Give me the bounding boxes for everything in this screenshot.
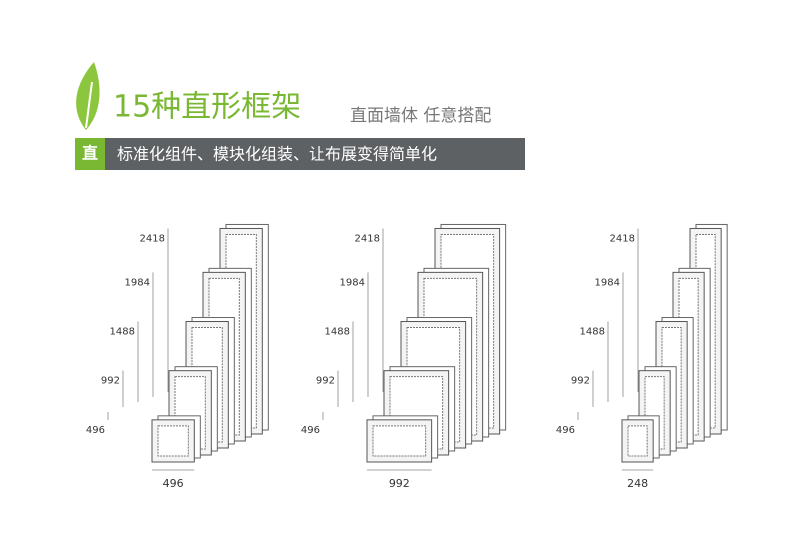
frame-inner — [627, 425, 648, 457]
height-label: 2418 — [140, 233, 165, 244]
frame-inner — [372, 425, 427, 457]
banner-bg — [105, 138, 525, 170]
banner-text: 标准化组件、模块化组装、让布展变得简单化 — [117, 145, 437, 164]
frame-inner — [157, 425, 189, 457]
width-label: 992 — [389, 477, 410, 490]
height-label: 1984 — [340, 277, 365, 288]
height-label: 496 — [556, 425, 575, 436]
height-label: 1984 — [595, 277, 620, 288]
height-label: 1488 — [110, 327, 135, 338]
height-label: 496 — [301, 425, 320, 436]
width-label: 496 — [163, 477, 184, 490]
height-label: 992 — [101, 376, 120, 387]
height-label: 2418 — [355, 233, 380, 244]
height-label: 992 — [316, 376, 335, 387]
width-label: 248 — [627, 477, 648, 490]
height-label: 2418 — [610, 233, 635, 244]
height-label: 992 — [571, 376, 590, 387]
badge-bg — [75, 138, 105, 170]
subtitle: 直面墙体 任意搭配 — [350, 106, 491, 126]
height-label: 1488 — [325, 327, 350, 338]
height-label: 1488 — [580, 327, 605, 338]
frame-groups: 496 992 1488 1984 2418 496 496 992 1488 1984 2418 9… — [86, 223, 728, 490]
height-label: 1984 — [125, 277, 150, 288]
leaf-icon — [76, 62, 100, 130]
height-label: 496 — [86, 425, 105, 436]
title: 15种直形框架 — [113, 90, 301, 125]
badge: 直 — [82, 144, 98, 163]
